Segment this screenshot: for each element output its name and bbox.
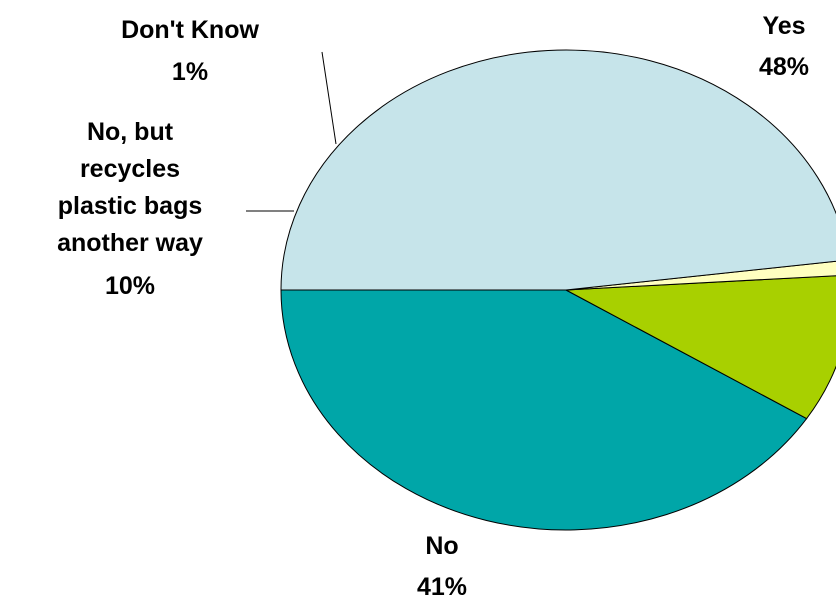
slice-label-yes: Yes xyxy=(762,12,805,40)
slice-label-recycles-line-1: No, but xyxy=(87,118,174,146)
slice-pct-yes: 48% xyxy=(759,53,809,81)
slice-pct-no: 41% xyxy=(417,573,467,601)
slice-no xyxy=(280,289,808,531)
slice-yes xyxy=(280,49,836,291)
slice-pct-dont-know: 1% xyxy=(172,58,208,86)
slice-label-recycles-line-3: plastic bags xyxy=(58,192,203,220)
slice-recycles-another-way xyxy=(564,275,836,420)
slice-pct-recycles: 10% xyxy=(105,272,155,300)
slice-label-recycles-line-4: another way xyxy=(57,229,203,257)
slice-label-no: No xyxy=(425,532,458,560)
slice-label-recycles-line-2: recycles xyxy=(80,155,180,183)
leader-line-dont-know xyxy=(321,51,337,145)
slice-label-dont-know: Don't Know xyxy=(121,16,259,44)
slice-labels: Yes 48% No 41% No, but recycles plastic … xyxy=(57,12,809,601)
pie-slices xyxy=(280,49,836,531)
leader-lines xyxy=(246,51,337,212)
